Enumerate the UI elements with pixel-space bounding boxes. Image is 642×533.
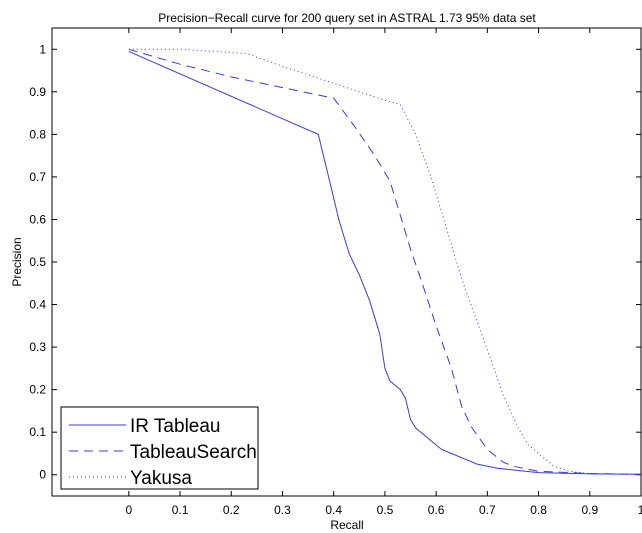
- y-axis: 0 0.1 0.2 0.3 0.4 0.5 0.6 0.7 0.8 0.9 1: [29, 42, 641, 482]
- x-tick-label: 0.5: [377, 503, 394, 517]
- x-tick-label: 0: [125, 503, 132, 517]
- chart-title: Precision−Recall curve for 200 query set…: [158, 11, 536, 25]
- y-tick-label: 0.6: [29, 212, 46, 226]
- y-tick-label: 0.4: [29, 298, 46, 312]
- x-axis-label: Recall: [330, 518, 363, 532]
- legend-box: [60, 406, 259, 490]
- y-tick-label: 0: [39, 468, 46, 482]
- legend: IR Tableau TableauSearch Yakusa: [60, 406, 259, 490]
- y-tick-label: 0.5: [29, 255, 46, 269]
- x-tick-label: 0.7: [479, 503, 496, 517]
- x-axis: 0 0.1 0.2 0.3 0.4 0.5 0.6 0.7 0.8 0.9 1: [125, 28, 642, 517]
- y-tick-label: 1: [39, 42, 46, 56]
- legend-label: Yakusa: [130, 468, 192, 489]
- y-tick-label: 0.8: [29, 127, 46, 141]
- legend-label: IR Tableau: [130, 416, 221, 437]
- series-line-tableausearch: [128, 48, 642, 475]
- x-tick-label: 1: [638, 503, 642, 517]
- y-tick-label: 0.3: [29, 340, 46, 354]
- x-tick-label: 0.9: [581, 503, 598, 517]
- y-tick-label: 0.2: [29, 383, 46, 397]
- x-tick-label: 0.4: [325, 503, 342, 517]
- y-tick-label: 0.7: [29, 170, 46, 184]
- x-tick-label: 0.3: [274, 503, 291, 517]
- y-tick-label: 0.1: [29, 425, 46, 439]
- x-tick-label: 0.1: [172, 503, 189, 517]
- x-tick-label: 0.8: [530, 503, 547, 517]
- legend-label: TableauSearch: [130, 442, 257, 463]
- series-line-ir-tableau: [128, 50, 642, 475]
- y-axis-label: Precision: [10, 237, 24, 286]
- x-tick-label: 0.6: [428, 503, 445, 517]
- y-tick-label: 0.9: [29, 85, 46, 99]
- series-lines: [128, 48, 642, 475]
- x-tick-label: 0.2: [223, 503, 240, 517]
